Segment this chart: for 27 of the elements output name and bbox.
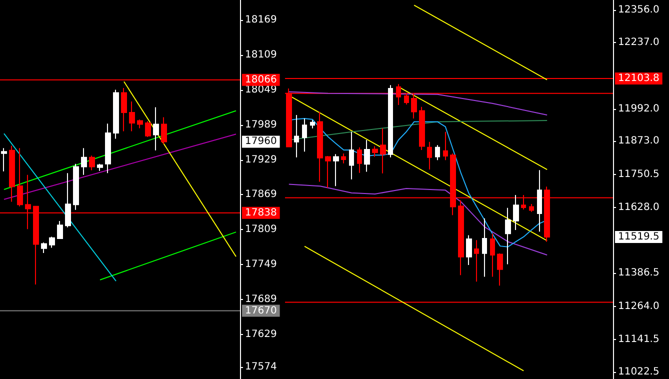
y-tick-label: 11628.0 <box>618 202 660 214</box>
y-tick-label: 18169 <box>245 14 277 26</box>
y-tick-label: 17574 <box>245 361 277 372</box>
y-tick-label: 17749 <box>245 259 277 270</box>
y-tick-label: 17929 <box>245 154 277 166</box>
y-tick-label: 11992.0 <box>618 103 660 114</box>
y-tick-label: 12356.0 <box>618 4 660 16</box>
y-tick-label: 11022.5 <box>618 366 660 378</box>
text: 11519.5 <box>618 231 660 242</box>
y-tick-label: 11264.0 <box>618 300 660 312</box>
ref-line-label: 18066 <box>245 74 277 86</box>
y-tick-label: 17809 <box>245 224 277 236</box>
y-tick-label: 11141.5 <box>618 334 660 346</box>
y-tick-label: 11873.0 <box>618 136 660 147</box>
y-tick-label: 18049 <box>245 84 277 96</box>
y-tick-label: 17629 <box>245 329 277 340</box>
y-tick-label: 18109 <box>245 49 277 60</box>
y-tick-label: 17869 <box>245 189 277 200</box>
ref-line-label: 17838 <box>245 207 277 218</box>
text: 17960 <box>245 136 277 148</box>
ref-line-label: 17670 <box>245 305 277 316</box>
y-tick-label: 11750.5 <box>618 168 660 180</box>
y-tick-label: 12237.0 <box>618 36 660 48</box>
y-tick-label: 17989 <box>245 119 277 130</box>
y-tick-label: 11386.5 <box>618 268 660 279</box>
ref-line-label: 12103.8 <box>618 72 660 84</box>
y-tick-label: 17689 <box>245 294 277 306</box>
